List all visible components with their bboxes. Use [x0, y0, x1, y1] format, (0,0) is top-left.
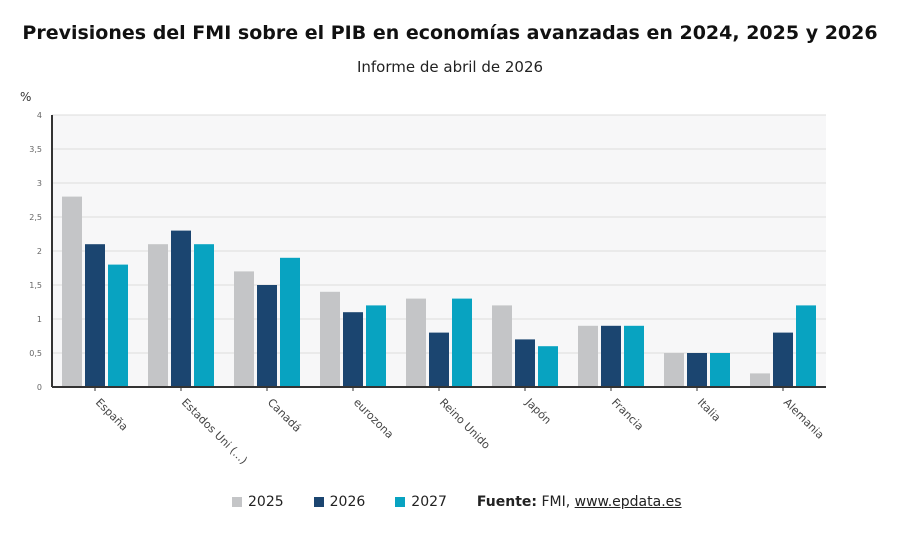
legend-item-2025[interactable]: 2025	[232, 494, 284, 510]
bar-2026	[687, 353, 707, 387]
x-tick-label: Italia	[695, 396, 723, 424]
y-tick-label: 3	[37, 179, 42, 188]
bar-2026	[601, 325, 621, 387]
x-tick-label: Reino Unido	[437, 396, 493, 452]
legend-swatch	[313, 497, 324, 507]
bar-2027	[624, 325, 644, 387]
bar-2025	[234, 271, 254, 387]
bar-2027	[194, 244, 214, 387]
x-tick-label: España	[93, 396, 131, 434]
bar-2025	[148, 244, 168, 387]
source-label: Fuente:	[476, 494, 538, 510]
bar-2027	[366, 305, 386, 387]
bar-2025	[578, 325, 598, 387]
legend-label: 2025	[248, 494, 284, 510]
y-tick-label: 0,5	[29, 349, 42, 358]
y-tick-label: 3,5	[29, 145, 42, 154]
bar-2026	[773, 332, 793, 387]
y-axis-unit: %	[20, 90, 32, 104]
x-tick-label: Japón	[522, 395, 554, 427]
x-tick-label: eurozona	[351, 396, 396, 441]
bar-2025	[406, 298, 426, 387]
bar-2026	[343, 312, 363, 387]
bar-2025	[750, 373, 770, 387]
bar-2027	[796, 305, 816, 387]
y-tick-label: 2,5	[29, 213, 42, 222]
bar-2026	[171, 230, 191, 387]
bar-2027	[710, 353, 730, 387]
bar-2027	[538, 346, 558, 387]
legend-swatch	[395, 497, 406, 507]
bar-2027	[280, 257, 300, 387]
x-tick-label: Canadá	[265, 396, 304, 435]
bar-2027	[452, 298, 472, 387]
source-text: FMI,	[541, 494, 571, 510]
y-tick-label: 1,5	[29, 281, 42, 290]
chart-subtitle: Informe de abril de 2026	[356, 58, 544, 76]
bar-2026	[257, 285, 277, 387]
bar-2026	[85, 244, 105, 387]
y-tick-label: 2	[37, 247, 42, 256]
bar-2025	[62, 196, 82, 387]
x-tick-label: Estados Uni (...)	[179, 396, 250, 467]
legend: 2025 2026 2027 Fuente: FMI, www.epdata.es	[232, 494, 682, 510]
chart-title: Previsiones del FMI sobre el PIB en econ…	[22, 22, 878, 44]
bar-2025	[492, 305, 512, 387]
legend-label: 2026	[329, 494, 366, 510]
legend-item-2026[interactable]: 2026	[313, 494, 366, 510]
x-tick-label: Francia	[609, 396, 646, 433]
bar-2026	[515, 339, 535, 387]
legend-swatch	[232, 497, 242, 507]
bar-2027	[108, 264, 128, 387]
source-note: Fuente: FMI, www.epdata.es	[477, 494, 682, 510]
bar-2025	[664, 353, 684, 387]
legend-label: 2027	[411, 494, 447, 510]
bar-2025	[320, 291, 340, 387]
y-tick-label: 4	[37, 111, 42, 120]
bar-2026	[429, 332, 449, 387]
source-link[interactable]: www.epdata.es	[574, 494, 682, 510]
y-tick-label: 1	[37, 315, 42, 324]
legend-item-2027[interactable]: 2027	[395, 494, 447, 510]
x-tick-label: Alemania	[781, 396, 827, 442]
y-tick-label: 0	[37, 383, 42, 392]
